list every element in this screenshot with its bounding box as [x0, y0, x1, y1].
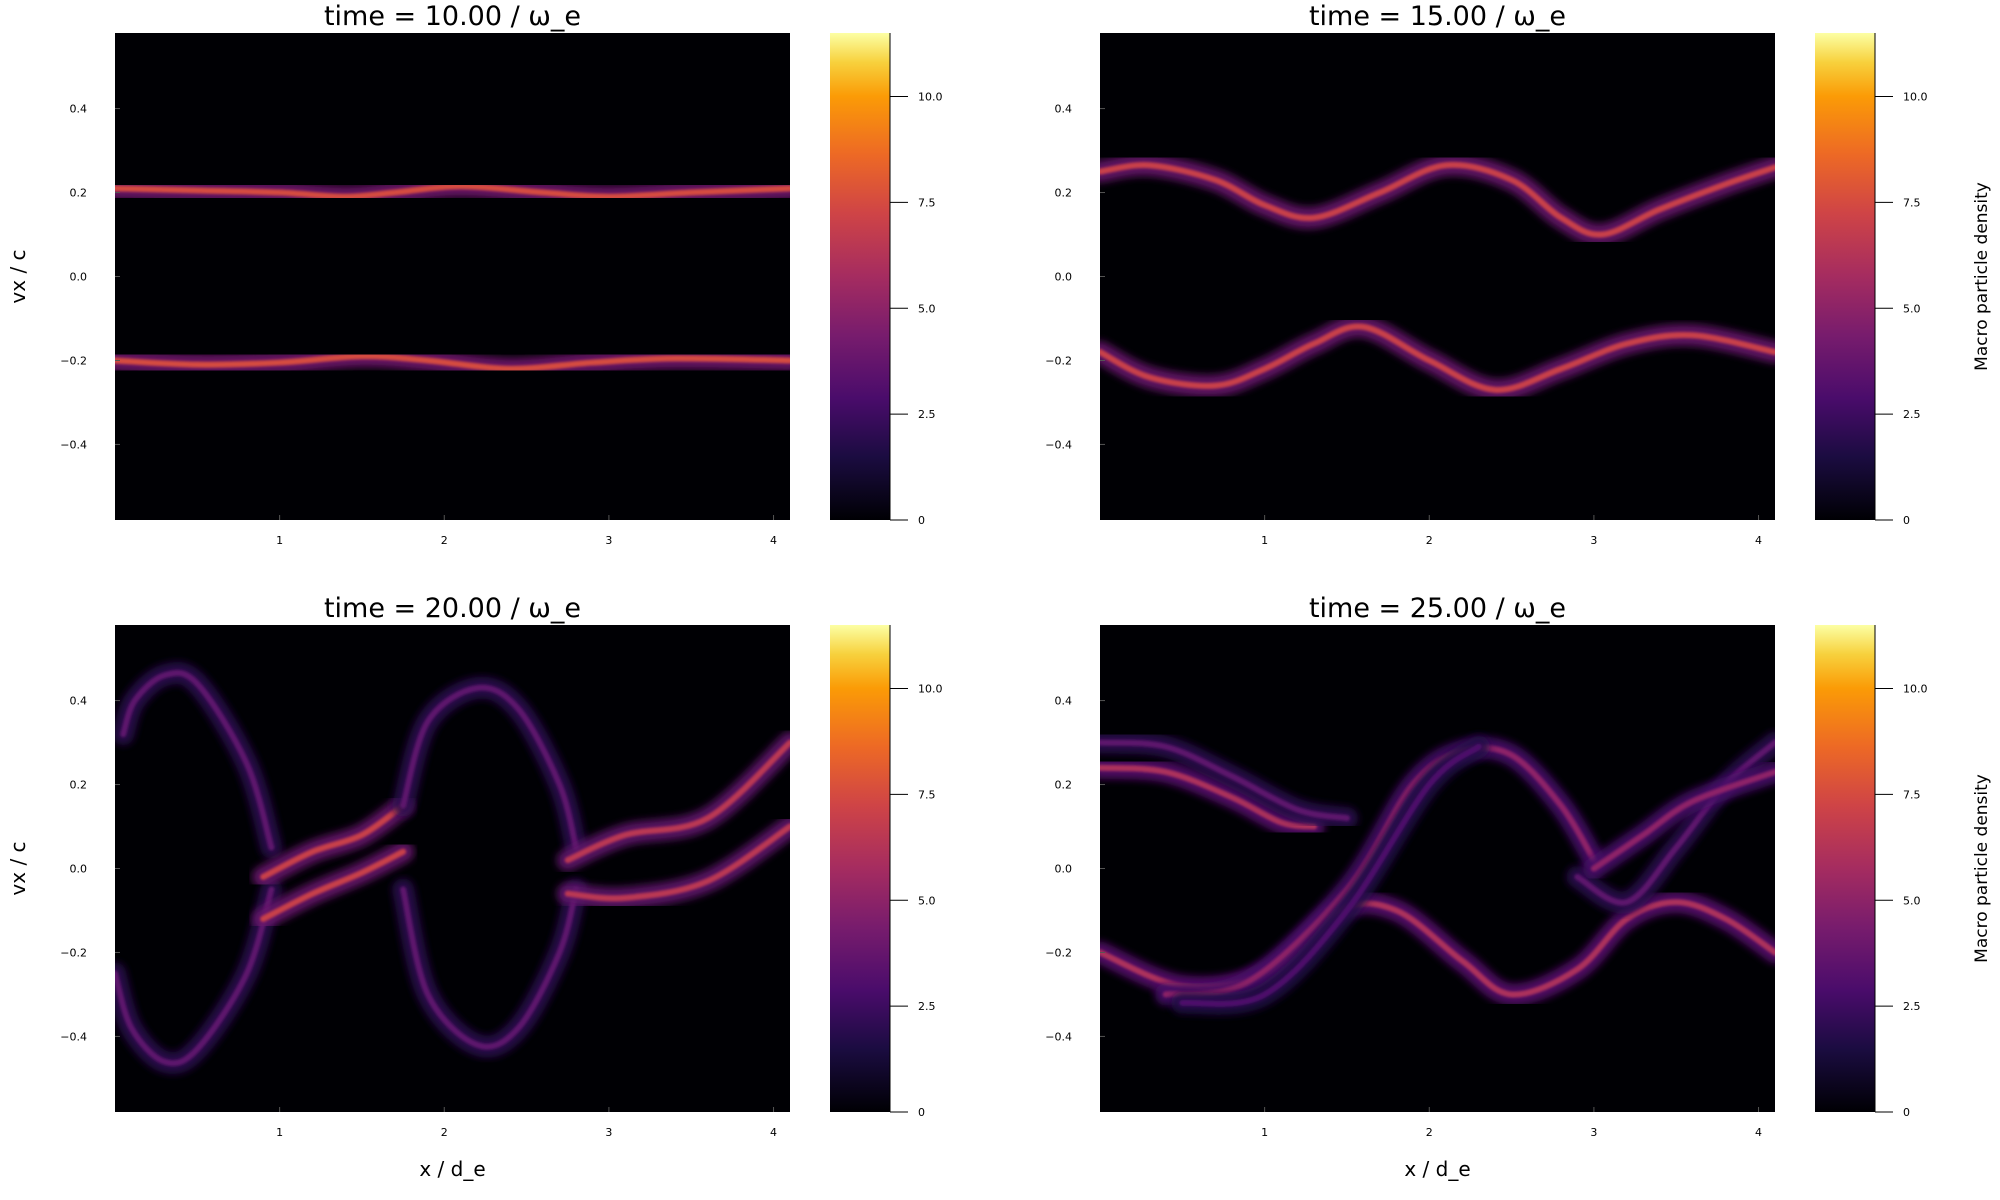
- x-axis-label: x / d_e: [419, 1157, 485, 1181]
- density-curves: [115, 175, 790, 380]
- density-curve-8: [564, 823, 790, 902]
- density-curve-1: [115, 183, 790, 200]
- colorbar-tick-label: 10.0: [1903, 91, 1928, 104]
- colorbar-label: Macro particle density: [1972, 774, 1992, 963]
- subplot-2: time = 15.00 / ω_e 1 2 3 4 −0.4 −0.2 0.0 0.2 0.4 0…: [1045, 1, 1992, 547]
- y-tick-label: −0.4: [1045, 1030, 1072, 1043]
- heatmap-background: [1100, 33, 1775, 520]
- y-tick-label: 0.4: [70, 695, 88, 708]
- x-tick-label: 3: [605, 534, 612, 547]
- colorbar: [830, 33, 890, 520]
- y-tick-label: 0.0: [70, 271, 88, 284]
- subplot-4: time = 25.00 / ω_e 1 2 3 4 −0.4 −0.2 0.0 0.2 0.4 x…: [1045, 593, 1992, 1181]
- density-curve-2: [1100, 323, 1775, 393]
- colorbar-tick-label: 0: [918, 514, 925, 527]
- x-tick-label: 1: [1261, 1126, 1268, 1139]
- colorbar-label: Macro particle density: [1972, 182, 1992, 371]
- density-curve-1: [120, 669, 275, 851]
- x-tick-label: 2: [441, 1126, 448, 1139]
- x-axis-label: x / d_e: [1404, 1157, 1470, 1181]
- x-tick-label: 4: [1755, 1126, 1762, 1139]
- subplot-3: time = 20.00 / ω_e 1 2 3 4 −0.4 −0.2 0.0 0.2 0.4 x…: [6, 593, 943, 1181]
- subplot-title: time = 15.00 / ω_e: [1309, 1, 1566, 32]
- colorbar-tick-label: 7.5: [918, 788, 936, 801]
- y-tick-label: −0.2: [1045, 946, 1072, 959]
- density-curve-1: [1100, 764, 1318, 830]
- x-tick-label: 1: [276, 534, 283, 547]
- y-tick-label: 0.2: [1055, 779, 1073, 792]
- x-tick-label: 2: [441, 534, 448, 547]
- y-tick-label: 0.2: [70, 779, 88, 792]
- density-curve-5: [400, 684, 579, 851]
- colorbar-tick-label: 5.0: [1903, 894, 1921, 907]
- x-tick-label: 4: [1755, 534, 1762, 547]
- y-tick-label: −0.4: [60, 438, 87, 451]
- colorbar-tick-label: 5.0: [918, 894, 936, 907]
- y-tick-label: 0.0: [1055, 863, 1073, 876]
- heatmap-background: [115, 33, 790, 520]
- x-tick-label: 3: [1590, 1126, 1597, 1139]
- colorbar-tick-label: 5.0: [918, 302, 936, 315]
- colorbar-tick-label: 5.0: [1903, 302, 1921, 315]
- y-tick-label: 0.0: [70, 863, 88, 876]
- density-curve-7: [564, 739, 790, 864]
- x-tick-label: 1: [276, 1126, 283, 1139]
- density-curve-4: [260, 848, 407, 922]
- x-tick-label: 4: [770, 534, 777, 547]
- colorbar-tick-label: 2.5: [918, 408, 936, 421]
- y-tick-label: 0.4: [1055, 103, 1073, 116]
- colorbar-tick-label: 10.0: [918, 91, 943, 104]
- subplot-title: time = 10.00 / ω_e: [324, 1, 581, 32]
- colorbar-tick-label: 7.5: [1903, 788, 1921, 801]
- y-tick-label: 0.2: [1055, 187, 1073, 200]
- y-tick-label: −0.2: [60, 946, 87, 959]
- y-tick-label: −0.2: [1045, 354, 1072, 367]
- density-curve-1: [1100, 161, 1775, 238]
- colorbar-tick-label: 7.5: [1903, 196, 1921, 209]
- density-curve-6: [1574, 739, 1775, 906]
- subplot-title: time = 20.00 / ω_e: [324, 593, 581, 624]
- density-curve-2: [115, 353, 790, 372]
- colorbar-tick-label: 2.5: [918, 1000, 936, 1013]
- density-curves: [115, 661, 790, 1075]
- subplot-1: time = 10.00 / ω_e 1 2 3 4 −0.4 −0.2 0.0 0.2 0.4 v…: [6, 1, 943, 547]
- y-tick-label: 0.0: [1055, 271, 1073, 284]
- y-axis-label: vx / c: [6, 249, 30, 303]
- y-tick-label: 0.2: [70, 187, 88, 200]
- density-curve-7: [1590, 768, 1775, 872]
- x-tick-label: 3: [605, 1126, 612, 1139]
- y-tick-label: 0.4: [70, 103, 88, 116]
- colorbar-tick-label: 0: [918, 1106, 925, 1119]
- x-tick-label: 2: [1426, 1126, 1433, 1139]
- density-curves: [1100, 153, 1775, 401]
- x-tick-label: 3: [1590, 534, 1597, 547]
- y-tick-label: −0.2: [60, 354, 87, 367]
- colorbar-tick-label: 0: [1903, 514, 1910, 527]
- colorbar-tick-label: 10.0: [918, 683, 943, 696]
- colorbar-tick-label: 7.5: [918, 196, 936, 209]
- colorbar-tick-label: 0: [1903, 1106, 1910, 1119]
- y-tick-label: 0.4: [1055, 695, 1073, 708]
- density-curve-6: [400, 886, 579, 1050]
- density-curve-2: [1100, 739, 1350, 822]
- y-axis-label: vx / c: [6, 841, 30, 895]
- colorbar-tick-label: 2.5: [1903, 1000, 1921, 1013]
- x-tick-label: 1: [1261, 534, 1268, 547]
- colorbar: [830, 625, 890, 1112]
- density-curve-2: [115, 886, 275, 1067]
- density-curve-4: [1162, 744, 1597, 998]
- density-curves: [1100, 731, 1775, 1015]
- density-curve-3: [260, 802, 407, 880]
- colorbar-tick-label: 2.5: [1903, 408, 1921, 421]
- x-tick-label: 2: [1426, 534, 1433, 547]
- colorbar: [1815, 33, 1875, 520]
- density-curve-5: [1179, 743, 1482, 1007]
- colorbar-tick-label: 10.0: [1903, 683, 1928, 696]
- x-tick-label: 4: [770, 1126, 777, 1139]
- colorbar: [1815, 625, 1875, 1112]
- subplot-title: time = 25.00 / ω_e: [1309, 593, 1566, 624]
- y-tick-label: −0.4: [60, 1030, 87, 1043]
- y-tick-label: −0.4: [1045, 438, 1072, 451]
